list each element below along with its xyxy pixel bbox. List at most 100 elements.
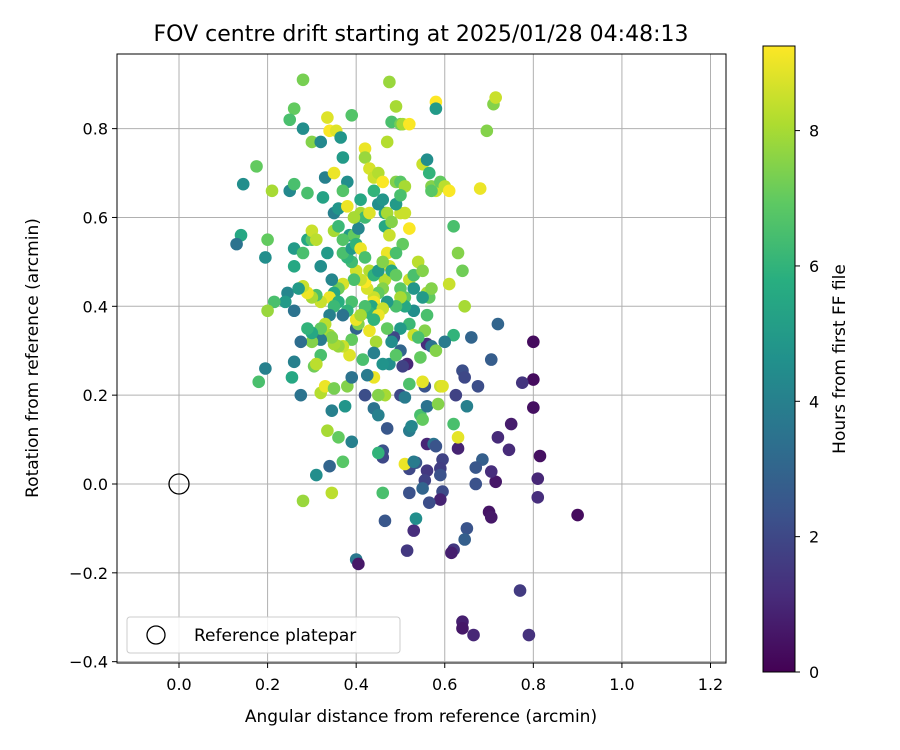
x-tick-label: 0.0 [166, 675, 191, 694]
data-point [442, 277, 456, 291]
chart-title: FOV centre drift starting at 2025/01/28 … [154, 22, 689, 47]
data-point [533, 449, 547, 463]
data-point [380, 322, 394, 335]
data-point [358, 388, 372, 402]
data-point [358, 142, 372, 155]
y-tick-label: 0.0 [83, 475, 108, 494]
data-point [420, 464, 434, 477]
colorbar-ticks: 0 2 4 6 8 [795, 122, 819, 682]
data-point [469, 477, 483, 491]
data-point [310, 357, 323, 371]
data-point [296, 73, 310, 87]
data-point [403, 486, 416, 500]
plot-frame [116, 53, 727, 664]
data-point [420, 308, 434, 322]
x-tick-label: 1.0 [609, 675, 634, 694]
data-point [394, 322, 407, 335]
data-point [287, 304, 301, 318]
data-point [296, 246, 310, 260]
data-point [323, 459, 336, 473]
legend-box [126, 616, 401, 654]
colorbar-tick-label: 4 [809, 392, 819, 411]
data-point [287, 102, 301, 115]
y-axis-label: Rotation from reference (arcmin) [23, 218, 43, 498]
colorbar-tick-label: 8 [809, 122, 819, 141]
data-point [527, 335, 540, 349]
colorbar [762, 45, 796, 673]
data-point [292, 282, 305, 295]
x-tick-label: 0.8 [521, 675, 546, 694]
x-tick-label: 0.2 [255, 675, 280, 694]
data-point [376, 255, 390, 269]
x-tick-label: 0.6 [432, 675, 457, 694]
data-point [389, 100, 403, 113]
data-point [287, 260, 301, 273]
data-point [372, 446, 385, 460]
data-point [434, 493, 447, 506]
data-point [411, 331, 425, 344]
data-point [314, 135, 328, 149]
data-point [332, 431, 345, 444]
data-point [380, 135, 394, 149]
data-point [447, 328, 460, 342]
data-point [236, 177, 250, 191]
data-point [316, 191, 330, 204]
data-point [394, 188, 407, 202]
data-point [484, 353, 498, 366]
data-point [416, 375, 429, 389]
data-point [504, 417, 518, 431]
x-tick-label: 1.2 [698, 675, 723, 694]
data-point [358, 251, 372, 264]
data-point [422, 496, 436, 509]
data-point [259, 362, 272, 375]
data-point [325, 273, 339, 286]
data-point [420, 399, 434, 413]
data-point [294, 388, 308, 402]
data-point [372, 388, 385, 402]
data-point [436, 379, 449, 393]
data-point [429, 439, 443, 453]
data-point [336, 308, 350, 322]
data-point [531, 472, 545, 485]
data-point [513, 584, 527, 597]
data-point [469, 461, 483, 474]
data-point [343, 348, 356, 362]
data-point [345, 333, 359, 346]
data-point [376, 175, 390, 189]
y-tick-label: −0.2 [69, 564, 108, 583]
x-axis-label: Angular distance from reference (arcmin) [245, 707, 597, 727]
legend-entry-label: Reference platepar [194, 626, 356, 646]
data-point [378, 514, 392, 528]
data-point [301, 322, 314, 335]
data-point [301, 186, 314, 200]
data-point [321, 111, 334, 124]
data-point [480, 124, 494, 138]
data-point [360, 368, 374, 382]
data-point [425, 282, 438, 295]
data-point [354, 193, 367, 206]
data-point [425, 184, 438, 198]
data-point [456, 264, 469, 278]
legend-reference-marker [146, 625, 166, 645]
data-point [416, 291, 429, 304]
data-point [451, 442, 465, 455]
data-point [367, 313, 381, 326]
reference-platepar-marker [168, 473, 190, 495]
data-point [363, 324, 376, 338]
data-point [491, 431, 505, 444]
data-point [347, 273, 361, 286]
data-point [321, 424, 334, 437]
data-point [261, 233, 274, 246]
data-point [389, 268, 403, 282]
data-point [458, 371, 471, 384]
data-point [398, 206, 412, 220]
x-axis-ticks: 0.0 0.2 0.4 0.6 0.8 1.0 1.2 [166, 663, 723, 694]
data-point [431, 397, 445, 411]
data-point [327, 166, 341, 180]
data-point [314, 260, 328, 273]
data-point [458, 300, 471, 313]
data-point [527, 373, 540, 386]
data-point [416, 482, 429, 495]
data-point [489, 91, 502, 104]
data-point [279, 295, 292, 309]
